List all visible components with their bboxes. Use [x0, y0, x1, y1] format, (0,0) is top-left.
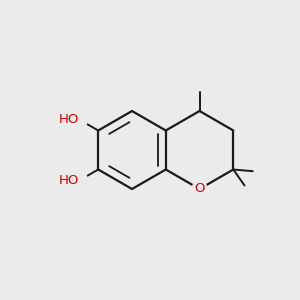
- Text: HO: HO: [58, 174, 79, 187]
- Circle shape: [70, 110, 88, 128]
- Circle shape: [192, 182, 207, 196]
- Text: HO: HO: [58, 113, 79, 126]
- Text: O: O: [194, 182, 205, 196]
- Circle shape: [70, 172, 88, 190]
